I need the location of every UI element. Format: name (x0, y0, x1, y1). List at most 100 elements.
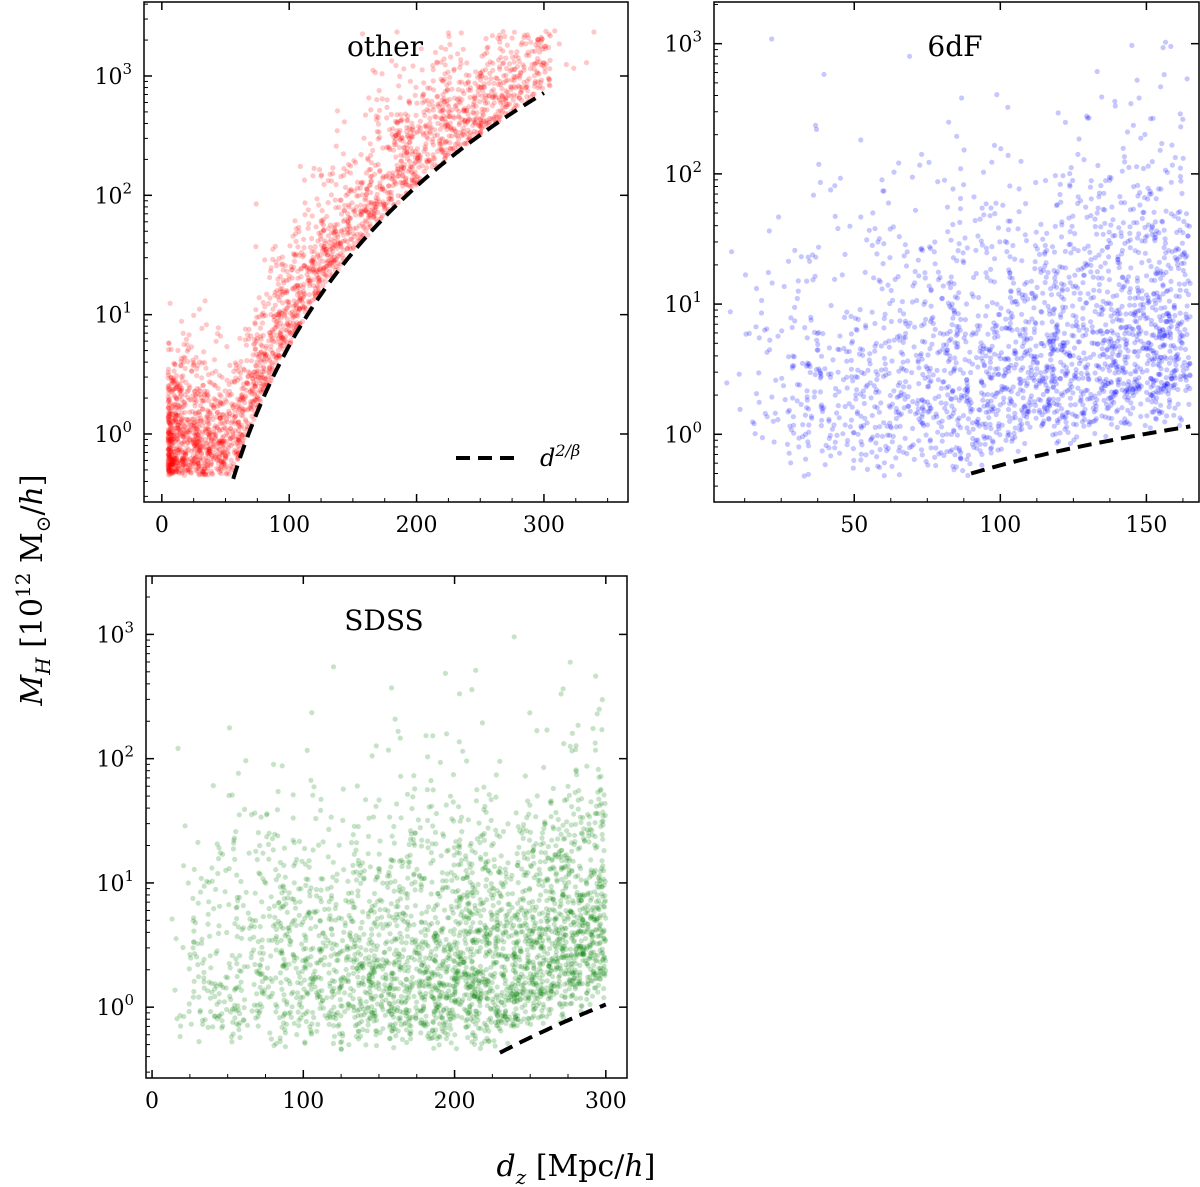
scatter-point (236, 422, 242, 428)
scatter-point (1153, 307, 1159, 313)
scatter-point (385, 190, 391, 196)
scatter-point (345, 219, 351, 225)
scatter-point (1062, 248, 1068, 254)
scatter-point (546, 75, 552, 81)
scatter-point (982, 441, 988, 447)
scatter-point (499, 86, 505, 92)
scatter-point (393, 62, 399, 69)
scatter-point (930, 320, 936, 327)
scatter-point (165, 463, 172, 469)
scatter-point (285, 299, 291, 305)
scatter-point (195, 439, 202, 445)
scatter-point (406, 140, 412, 146)
scatter-point (1177, 415, 1183, 421)
scatter-point (452, 95, 458, 101)
scatter-point (1015, 226, 1021, 232)
scatter-point (248, 399, 254, 405)
scatter-point (850, 378, 856, 384)
scatter-point (172, 405, 178, 411)
scatter-point (1183, 377, 1189, 383)
scatter-point (362, 218, 368, 224)
scatter-point (1055, 396, 1061, 402)
scatter-point (172, 438, 178, 445)
scatter-point (412, 169, 418, 175)
scatter-point (477, 116, 483, 122)
scatter-point (407, 163, 413, 169)
scatter-point (172, 425, 178, 431)
scatter-point (197, 448, 203, 454)
scatter-point (186, 462, 193, 468)
scatter-point (846, 348, 852, 355)
scatter-point (410, 151, 416, 157)
scatter-point (960, 468, 966, 474)
scatter-point (497, 46, 503, 52)
scatter-point (286, 328, 292, 334)
scatter-point (1071, 345, 1078, 351)
scatter-point (238, 404, 244, 410)
scatter-point (205, 1024, 211, 1030)
scatter-point (1177, 287, 1183, 293)
scatter-point (296, 298, 302, 304)
scatter-point (514, 73, 520, 79)
scatter-point (860, 347, 866, 353)
scatter-point (1136, 375, 1142, 381)
scatter-point (179, 441, 185, 447)
scatter-point (217, 415, 223, 421)
scatter-point (182, 451, 189, 458)
scatter-point (196, 446, 202, 452)
scatter-point (235, 437, 241, 443)
scatter-point (262, 257, 268, 263)
scatter-point (1118, 419, 1124, 425)
scatter-point (858, 137, 864, 143)
scatter-point (377, 201, 383, 207)
scatter-point (201, 444, 207, 450)
scatter-point (165, 372, 171, 378)
scatter-point (489, 33, 495, 39)
scatter-point (828, 302, 834, 309)
scatter-point (405, 156, 411, 162)
scatter-point (178, 363, 184, 369)
scatter-point (1068, 165, 1074, 171)
scatter-point (770, 418, 776, 424)
scatter-point (408, 1023, 414, 1029)
scatter-point (464, 119, 470, 125)
scatter-point (1123, 311, 1129, 317)
scatter-point (433, 114, 439, 120)
scatter-point (984, 403, 991, 409)
scatter-point (366, 199, 372, 205)
scatter-point (1162, 342, 1168, 348)
scatter-point (1183, 387, 1189, 393)
scatter-point (926, 383, 932, 390)
scatter-point (182, 365, 188, 372)
scatter-point (1149, 409, 1155, 415)
scatter-point (430, 142, 436, 148)
scatter-point (166, 437, 172, 443)
scatter-point (437, 126, 443, 132)
scatter-point (512, 66, 518, 72)
scatter-point (1104, 346, 1110, 352)
scatter-point (933, 462, 939, 469)
scatter-point (432, 132, 438, 139)
scatter-point (525, 49, 531, 56)
scatter-point (830, 357, 836, 363)
scatter-point (183, 468, 189, 474)
scatter-point (1139, 369, 1145, 375)
scatter-point (1040, 290, 1046, 296)
scatter-point (1163, 208, 1169, 214)
scatter-point (958, 456, 964, 462)
scatter-point (475, 74, 481, 80)
scatter-point (191, 416, 197, 422)
scatter-point (258, 342, 264, 348)
scatter-point (384, 173, 390, 179)
scatter-point (409, 169, 415, 175)
scatter-point (194, 442, 200, 448)
scatter-point (257, 358, 263, 364)
scatter-point (1064, 287, 1070, 293)
scatter-point (225, 392, 231, 398)
scatter-point (167, 446, 173, 452)
scatter-point (346, 223, 352, 229)
scatter-point (1108, 306, 1114, 312)
scatter-point (479, 114, 485, 121)
scatter-point (981, 362, 987, 368)
scatter-point (521, 67, 527, 73)
